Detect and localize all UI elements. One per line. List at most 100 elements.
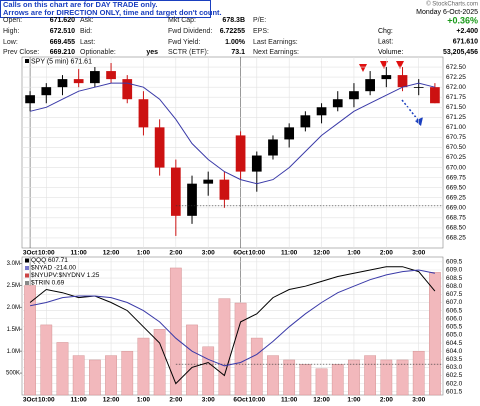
volume-bar <box>234 302 247 396</box>
y-tick-label: 2.0M <box>7 305 20 311</box>
volume-bar <box>105 355 117 396</box>
y-tick-label: 672.00 <box>446 84 466 91</box>
volume-bar <box>169 267 182 396</box>
y2-tick-label: 602.5 <box>446 372 463 379</box>
volume-bar <box>412 350 425 396</box>
header-value: +2.400 <box>456 28 478 35</box>
header-date: Monday 6-Oct-2025 <box>416 9 478 16</box>
y-tick-label: 668.75 <box>446 215 466 222</box>
header-label: Chg: <box>378 28 393 35</box>
notice-line: Calls on this chart are for DAY TRADE on… <box>3 0 157 9</box>
notice-line: Arrows are for DIRECTION ONLY, time and … <box>3 8 222 17</box>
y-tick-label: 670.50 <box>446 144 466 151</box>
red-arrow <box>380 61 388 69</box>
y-tick-label: 672.25 <box>446 74 466 81</box>
price-panel <box>21 56 444 249</box>
header-label: Last: <box>378 38 393 45</box>
volume-bar <box>24 285 36 396</box>
header-label: Prev Close: <box>3 49 39 56</box>
volume-bar <box>186 324 198 396</box>
candle-body <box>397 75 408 88</box>
y-tick-label: 672.50 <box>446 64 466 71</box>
y2-tick-label: 603.5 <box>446 356 463 363</box>
candle-body <box>413 87 424 88</box>
legend-swatch <box>25 281 29 285</box>
y-tick-label: 671.50 <box>446 104 466 111</box>
header-value: 669.455 <box>50 39 75 46</box>
candle-body <box>170 167 181 216</box>
header-label: Fwd Dividend: <box>168 28 212 35</box>
y-tick-label: 670.00 <box>446 164 466 171</box>
panel-candlestick: 3Oct 10:00 11:00 12:00 1:00 2:00 3:00 6Oct 10:00… <box>22 57 466 257</box>
y2-tick-label: 607.0 <box>446 299 463 306</box>
candle-body <box>365 79 375 92</box>
y-tick-label: 2.5M <box>7 283 20 289</box>
header-label: Next Earnings: <box>253 49 299 56</box>
legend-swatch <box>25 266 29 270</box>
header-label: SCTR (ETF): <box>168 49 209 56</box>
y-tick-label: 671.25 <box>446 114 466 121</box>
header-value: 73.1 <box>231 49 245 56</box>
header-label: Last Earnings: <box>253 39 298 46</box>
header-value: 53,205,456 <box>443 49 478 56</box>
volume-bar <box>283 359 296 396</box>
candle-body <box>154 127 165 168</box>
x-tick-label: 10:00 <box>38 250 55 257</box>
x-tick-label: 6Oct <box>233 250 248 257</box>
y2-tick-label: 605.5 <box>446 324 463 331</box>
header-value: 671.620 <box>50 17 75 24</box>
y-tick-label: 670.25 <box>446 154 466 161</box>
red-arrow <box>396 61 404 69</box>
header-label: Ask: <box>80 17 94 24</box>
header-value: 1.00% <box>225 39 246 46</box>
candle-body <box>219 179 230 200</box>
x-tick-label: 11:00 <box>71 397 88 404</box>
volume-bar <box>315 368 328 396</box>
volume-bar <box>331 364 344 396</box>
x-tick-label: 3Oct <box>23 250 38 257</box>
change-pct: +0.36% <box>447 15 478 25</box>
candle-body <box>57 79 68 88</box>
y-tick-label: 671.75 <box>446 94 466 101</box>
y2-tick-label: 608.5 <box>446 275 463 282</box>
volume-bar <box>250 337 263 396</box>
volume-bar <box>299 364 312 396</box>
candle-body <box>268 139 278 156</box>
x-tick-label: 11:00 <box>71 250 88 257</box>
x-tick-label: 10:00 <box>248 397 265 404</box>
legend-label: $NYUPV:$NYDNV 1.25 <box>31 272 100 279</box>
x-tick-label: 3Oct <box>23 397 38 404</box>
x-tick-label: 1:00 <box>347 397 360 404</box>
volume-bar <box>348 359 360 396</box>
x-tick-label: 12:00 <box>103 397 120 404</box>
header-value: 678.3B <box>222 17 245 24</box>
volume-bar <box>396 359 409 396</box>
candle-body <box>106 71 116 80</box>
x-tick-label: 1:00 <box>347 250 360 257</box>
candle-body <box>316 107 327 116</box>
y2-tick-label: 609.0 <box>446 267 463 274</box>
x-tick-label: 3:00 <box>412 250 425 257</box>
x-tick-label: 2:00 <box>169 397 182 404</box>
candle-body <box>332 99 343 108</box>
header-label: Last: <box>80 39 95 46</box>
y-tick-label: 670.75 <box>446 134 466 141</box>
candle-body <box>381 75 392 80</box>
candle-body <box>25 95 35 104</box>
header-label: High: <box>3 28 19 35</box>
y-tick-label: 669.50 <box>446 184 466 191</box>
header-label: Low: <box>3 39 18 46</box>
y2-tick-label: 604.0 <box>446 348 463 355</box>
y-tick-label: 668.50 <box>446 225 466 232</box>
y-tick-label: 671.00 <box>446 124 466 131</box>
blue-arrow <box>401 99 419 121</box>
legend-swatch <box>25 258 29 263</box>
y2-tick-label: 606.5 <box>446 307 463 314</box>
y2-tick-label: 608.0 <box>446 283 463 290</box>
candle-body <box>430 87 440 104</box>
notice: Calls on this chart are for DAY TRADE on… <box>0 0 222 18</box>
x-tick-label: 1:00 <box>137 250 150 257</box>
candle-body <box>138 99 149 128</box>
x-tick-label: 3:00 <box>202 397 215 404</box>
